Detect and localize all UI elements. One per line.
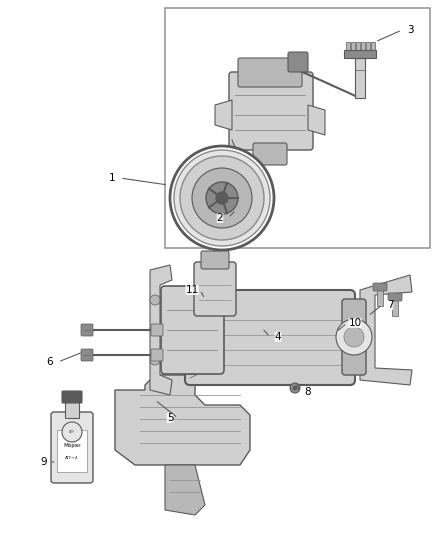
Text: ATF: ATF (69, 430, 75, 434)
Text: ATF+4: ATF+4 (65, 456, 79, 460)
Circle shape (290, 383, 300, 393)
Text: 11: 11 (185, 285, 198, 295)
Polygon shape (308, 105, 325, 135)
FancyBboxPatch shape (388, 293, 402, 301)
Circle shape (180, 156, 264, 240)
Polygon shape (165, 465, 205, 515)
Bar (366, 42, 370, 52)
FancyBboxPatch shape (288, 52, 308, 72)
Circle shape (62, 422, 82, 442)
FancyBboxPatch shape (62, 391, 82, 403)
Bar (361, 42, 365, 52)
Bar (371, 42, 375, 52)
FancyBboxPatch shape (229, 72, 313, 150)
Circle shape (206, 182, 238, 214)
FancyBboxPatch shape (178, 300, 197, 374)
Text: 8: 8 (305, 387, 311, 397)
Polygon shape (215, 100, 232, 130)
FancyBboxPatch shape (161, 286, 224, 374)
Circle shape (150, 355, 160, 365)
FancyBboxPatch shape (342, 299, 366, 375)
FancyBboxPatch shape (81, 349, 93, 361)
Bar (65, 400, 79, 418)
Text: 6: 6 (47, 357, 53, 367)
FancyBboxPatch shape (51, 412, 93, 483)
Text: 3: 3 (407, 25, 413, 35)
Text: Mopar: Mopar (63, 442, 81, 448)
Circle shape (150, 295, 160, 305)
Bar (355, 58, 365, 98)
Circle shape (192, 168, 252, 228)
FancyBboxPatch shape (238, 58, 302, 87)
FancyBboxPatch shape (151, 324, 163, 336)
Polygon shape (360, 275, 412, 385)
Bar (351, 42, 355, 52)
Text: 1: 1 (109, 173, 115, 183)
Circle shape (174, 150, 270, 246)
Bar (346, 42, 350, 52)
Text: 2: 2 (217, 213, 223, 223)
Circle shape (293, 386, 297, 390)
Bar (57, 430, 87, 472)
Circle shape (336, 319, 372, 355)
Bar (356, 42, 360, 52)
Text: 10: 10 (349, 318, 361, 328)
FancyBboxPatch shape (151, 349, 163, 361)
Text: 5: 5 (167, 413, 173, 423)
Bar (377, 286, 383, 306)
Bar (344, 50, 376, 58)
Circle shape (216, 192, 228, 204)
Circle shape (170, 146, 274, 250)
Text: 4: 4 (275, 332, 281, 342)
FancyBboxPatch shape (194, 262, 236, 316)
Polygon shape (115, 375, 250, 465)
FancyBboxPatch shape (81, 324, 93, 336)
FancyBboxPatch shape (373, 283, 387, 291)
FancyBboxPatch shape (201, 251, 229, 269)
Bar (392, 296, 398, 316)
Circle shape (344, 327, 364, 347)
Text: 9: 9 (41, 457, 47, 467)
Bar (165, 8, 430, 248)
Text: 7: 7 (387, 300, 393, 310)
FancyBboxPatch shape (253, 143, 287, 165)
FancyBboxPatch shape (185, 290, 355, 385)
Polygon shape (150, 265, 172, 395)
